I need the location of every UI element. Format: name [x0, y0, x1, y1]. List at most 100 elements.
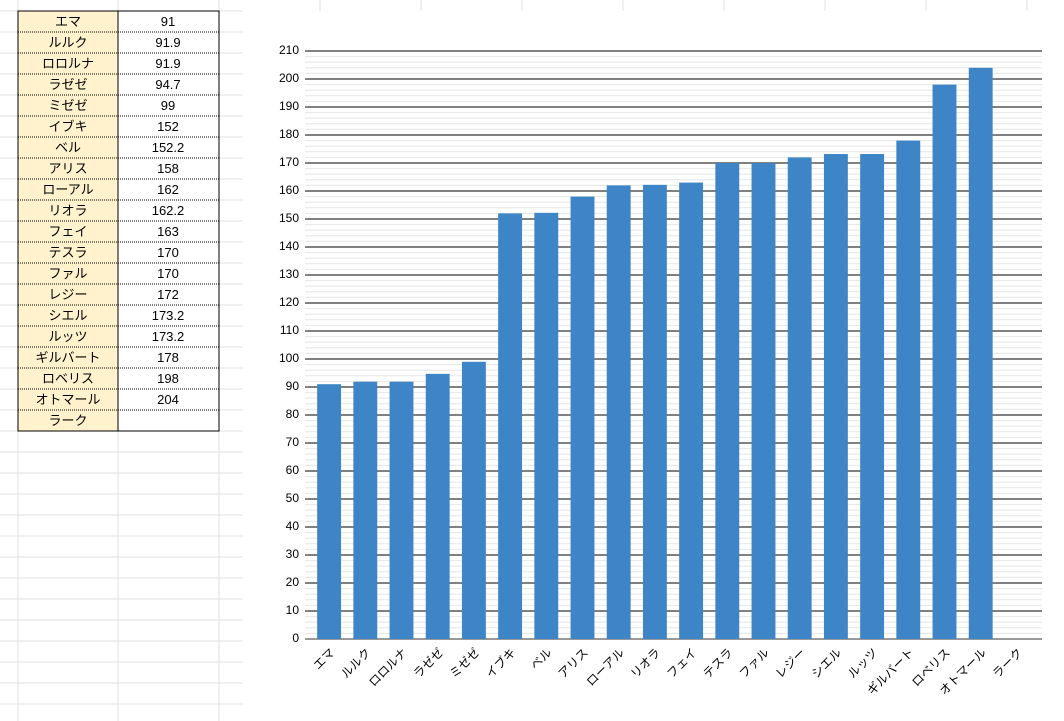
name-cell — [18, 242, 118, 263]
y-tick-label: 10 — [286, 603, 300, 617]
name-text: ミゼゼ — [48, 98, 87, 113]
name-text: オトマール — [35, 392, 100, 407]
bar — [425, 373, 450, 639]
y-tick-label: 40 — [286, 519, 300, 533]
value-cell — [118, 179, 219, 200]
value-text: 170 — [157, 266, 179, 281]
value-cell — [118, 389, 219, 410]
y-tick-label: 110 — [280, 323, 299, 337]
y-tick-label: 140 — [279, 239, 299, 253]
name-text: ギルバート — [35, 350, 100, 365]
value-cell — [118, 263, 219, 284]
y-tick-label: 60 — [286, 463, 300, 477]
value-cell — [118, 326, 219, 347]
y-tick-label: 210 — [279, 43, 299, 57]
name-cell — [18, 221, 118, 242]
bar — [751, 163, 776, 639]
bar — [823, 154, 848, 640]
name-text: ロロルナ — [42, 56, 94, 71]
value-cell — [118, 368, 219, 389]
name-text: リオラ — [48, 203, 87, 218]
bar — [715, 163, 740, 639]
name-cell — [18, 11, 118, 32]
value-text: 99 — [161, 98, 175, 113]
bar — [642, 184, 667, 639]
value-cell — [118, 116, 219, 137]
name-text: ルルク — [48, 35, 87, 50]
y-tick-label: 170 — [279, 155, 299, 169]
table: エマ 91 ルルク 91.9 ロロルナ 91.9 ラゼゼ 94.7 ミゼゼ 99 イブキ 152 ベル 1… — [17, 10, 220, 432]
value-cell — [118, 305, 219, 326]
name-cell — [18, 137, 118, 158]
name-cell — [18, 179, 118, 200]
value-text: 162 — [157, 182, 179, 197]
name-text: ベル — [55, 140, 81, 155]
name-cell — [18, 95, 118, 116]
bar — [787, 157, 812, 639]
y-tick-label: 20 — [286, 575, 300, 589]
value-cell — [118, 242, 219, 263]
bar — [860, 154, 885, 640]
bar — [317, 384, 342, 639]
bar — [896, 140, 921, 639]
y-tick-label: 80 — [286, 407, 300, 421]
bar — [679, 182, 704, 639]
y-tick-label: 180 — [279, 127, 299, 141]
y-tick-label: 70 — [286, 435, 300, 449]
value-cell — [118, 221, 219, 242]
value-text: 163 — [157, 224, 179, 239]
name-cell — [18, 389, 118, 410]
value-text: 158 — [157, 161, 179, 176]
name-cell — [18, 116, 118, 137]
name-cell — [18, 368, 118, 389]
value-cell — [118, 158, 219, 179]
name-text: ラゼゼ — [48, 77, 87, 92]
name-cell — [18, 158, 118, 179]
bar — [353, 381, 378, 639]
bar — [389, 381, 414, 639]
value-text: 152.2 — [152, 140, 185, 155]
bar — [498, 213, 523, 639]
name-text: レジー — [48, 287, 87, 302]
value-text: 178 — [157, 350, 179, 365]
value-cell — [118, 347, 219, 368]
value-text: 172 — [157, 287, 179, 302]
bar — [932, 84, 957, 640]
value-cell — [118, 32, 219, 53]
y-tick-label: 90 — [286, 379, 300, 393]
value-cell — [118, 284, 219, 305]
name-cell — [18, 32, 118, 53]
y-tick-label: 150 — [279, 211, 299, 225]
table-border — [17, 10, 220, 432]
name-text: フェイ — [48, 224, 87, 239]
value-cell — [118, 11, 219, 32]
y-tick-label: 100 — [279, 351, 299, 365]
value-cell — [118, 200, 219, 221]
value-text: 204 — [157, 392, 179, 407]
name-cell — [18, 410, 118, 431]
name-text: イブキ — [48, 119, 87, 134]
name-text: ファル — [48, 266, 87, 281]
value-cell — [118, 137, 219, 158]
name-cell — [18, 263, 118, 284]
name-cell — [18, 305, 118, 326]
value-text: 173.2 — [152, 329, 185, 344]
name-cell — [18, 284, 118, 305]
bar — [570, 196, 595, 639]
y-tick-label: 30 — [286, 547, 300, 561]
y-tick-label: 190 — [279, 99, 299, 113]
value-cell — [118, 53, 219, 74]
bar — [534, 212, 559, 639]
name-text: アリス — [48, 161, 87, 176]
bar — [968, 67, 993, 640]
name-text: ロベリス — [42, 371, 94, 386]
name-text: ラーク — [48, 413, 87, 428]
name-cell — [18, 74, 118, 95]
value-text: 170 — [157, 245, 179, 260]
value-text: 162.2 — [152, 203, 185, 218]
bar — [461, 361, 486, 639]
value-text: 91.9 — [155, 35, 180, 50]
y-tick-label: 200 — [279, 71, 299, 85]
